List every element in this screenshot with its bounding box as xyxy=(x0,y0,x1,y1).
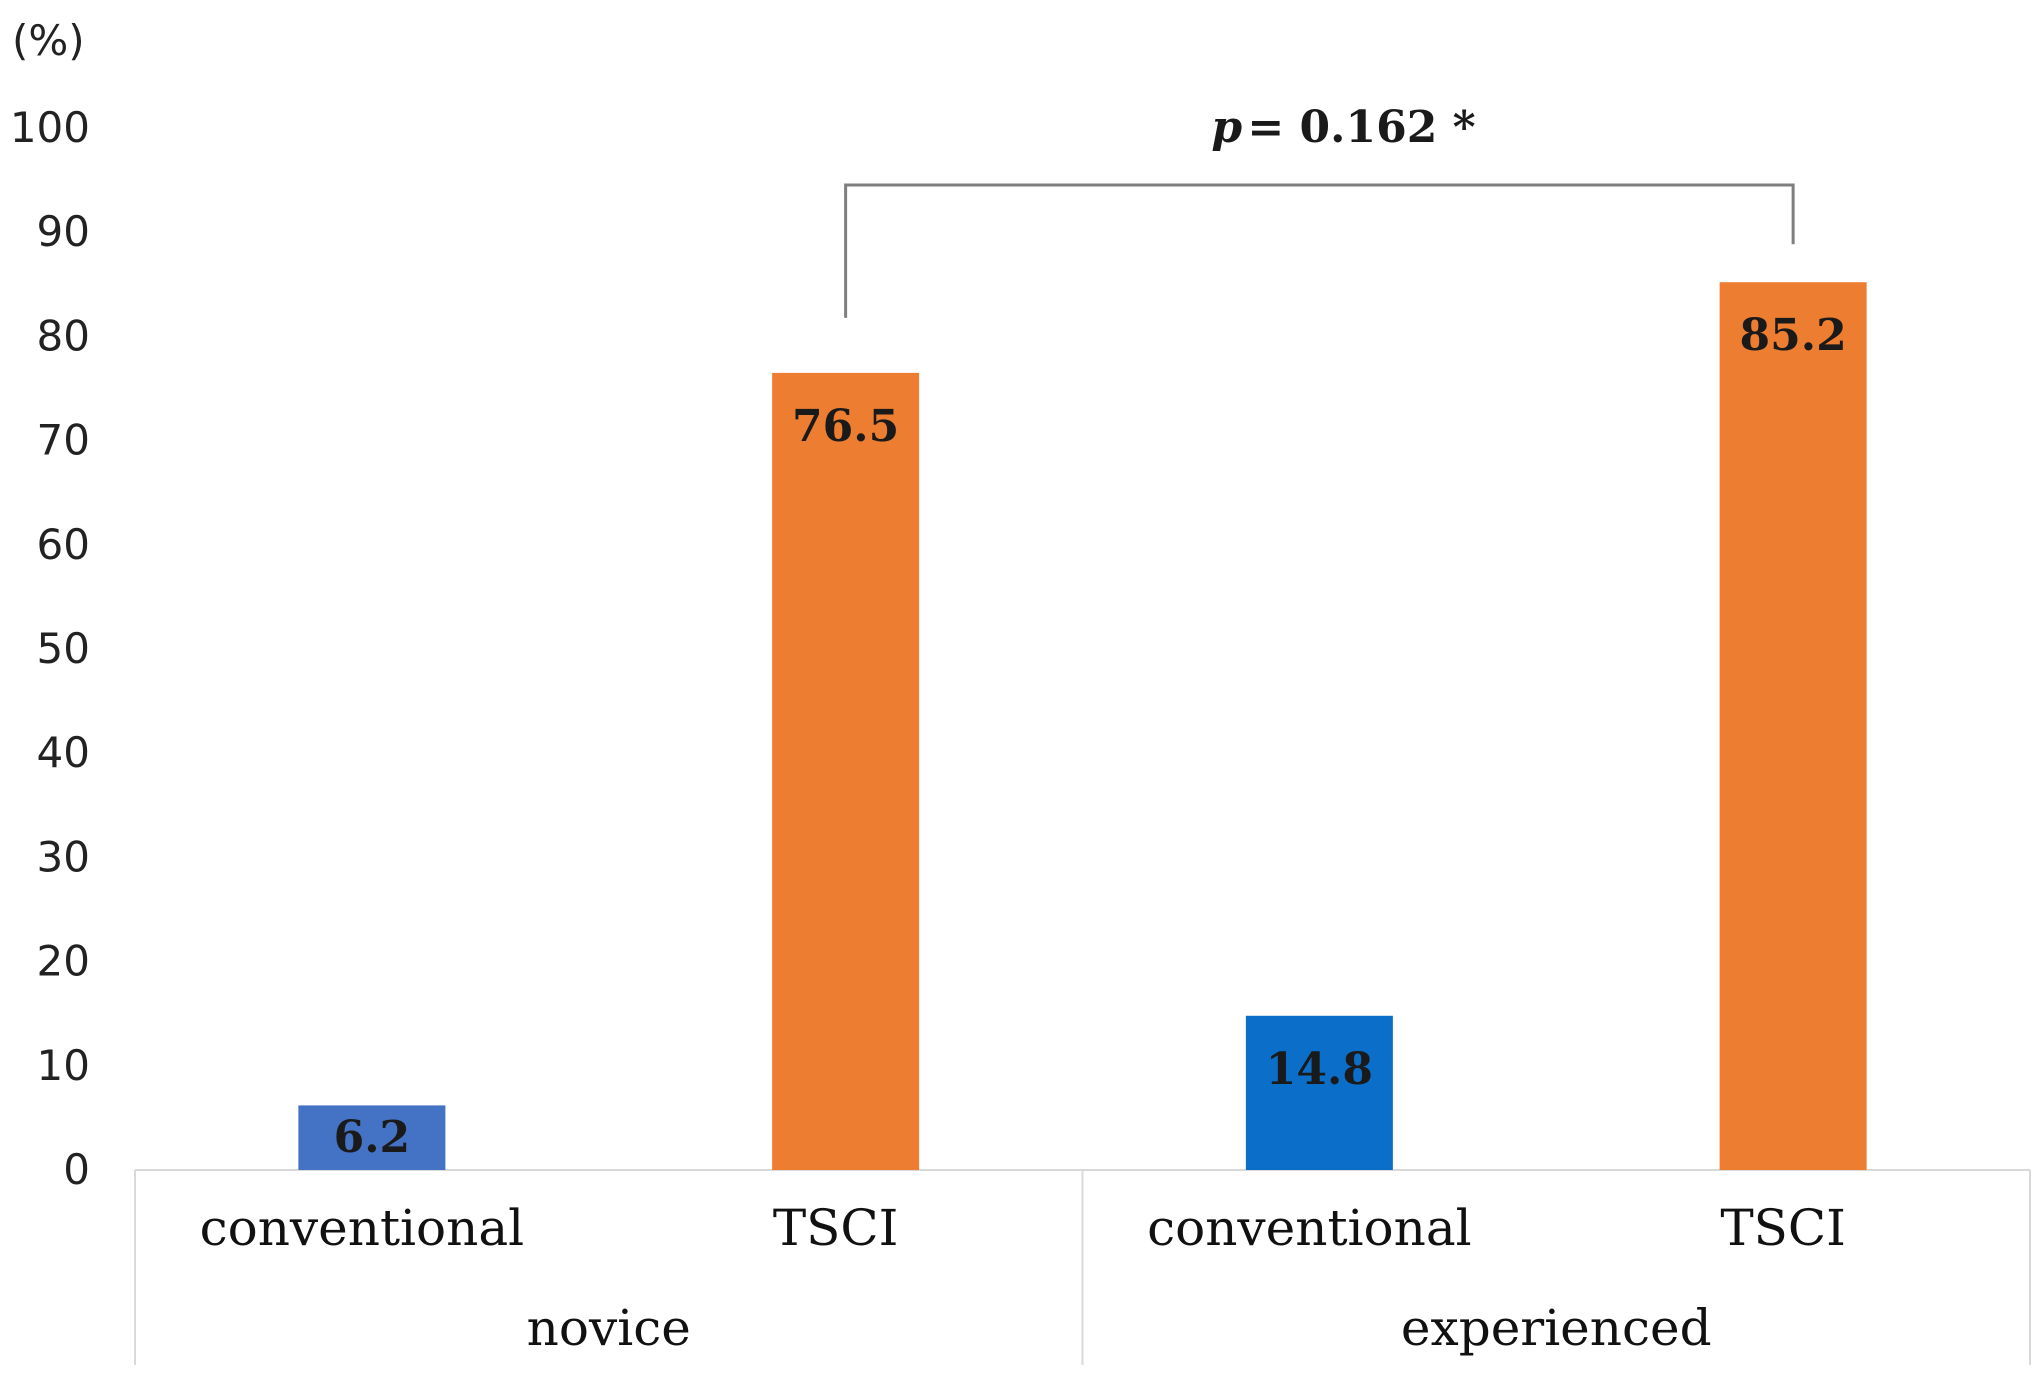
x-category-label: conventional xyxy=(1147,1199,1472,1257)
y-tick-label: 20 xyxy=(37,937,90,986)
data-labels: 6.2 76.5 14.8 85.2 xyxy=(334,310,1847,1163)
data-label: 14.8 xyxy=(1266,1044,1373,1095)
y-tick-label: 40 xyxy=(37,728,90,777)
x-category-labels: conventional TSCI conventional TSCI xyxy=(200,1199,1846,1257)
bar-experienced-tsci xyxy=(1719,282,1867,1170)
x-group-label: experienced xyxy=(1401,1299,1712,1357)
data-label: 76.5 xyxy=(792,401,899,452)
significance-value: = 0.162 * xyxy=(1247,102,1475,153)
bar-novice-tsci xyxy=(772,372,920,1170)
y-tick-label: 10 xyxy=(37,1041,90,1090)
y-tick-label: 30 xyxy=(37,832,90,881)
y-tick-label: 70 xyxy=(37,416,90,465)
bar-novice-conventional xyxy=(298,1105,446,1170)
x-category-label: TSCI xyxy=(1720,1199,1846,1257)
y-tick-label: 50 xyxy=(37,624,90,673)
x-group-label: novice xyxy=(527,1299,691,1357)
category-axis-frame xyxy=(134,1169,2031,1365)
y-tick-label: 80 xyxy=(37,311,90,360)
x-category-label: TSCI xyxy=(773,1199,899,1257)
y-tick-label: 0 xyxy=(63,1145,90,1194)
significance-p-symbol: p xyxy=(1211,102,1242,153)
x-category-label: conventional xyxy=(200,1199,525,1257)
bar-experienced-conventional xyxy=(1245,1015,1393,1170)
significance-annotation: p = 0.162 * xyxy=(844,102,1795,318)
y-tick-label: 60 xyxy=(37,520,90,569)
bars xyxy=(298,282,1867,1170)
y-tick-label: 90 xyxy=(37,207,90,256)
data-label: 6.2 xyxy=(334,1112,411,1163)
data-label: 85.2 xyxy=(1740,310,1847,361)
x-group-labels: novice experienced xyxy=(527,1299,1712,1357)
y-tick-label: 100 xyxy=(10,103,90,152)
significance-bracket xyxy=(844,183,1795,318)
y-tick-labels: 0 10 20 30 40 50 60 70 80 90 100 xyxy=(10,103,90,1194)
y-unit-label: (%) xyxy=(12,16,85,65)
